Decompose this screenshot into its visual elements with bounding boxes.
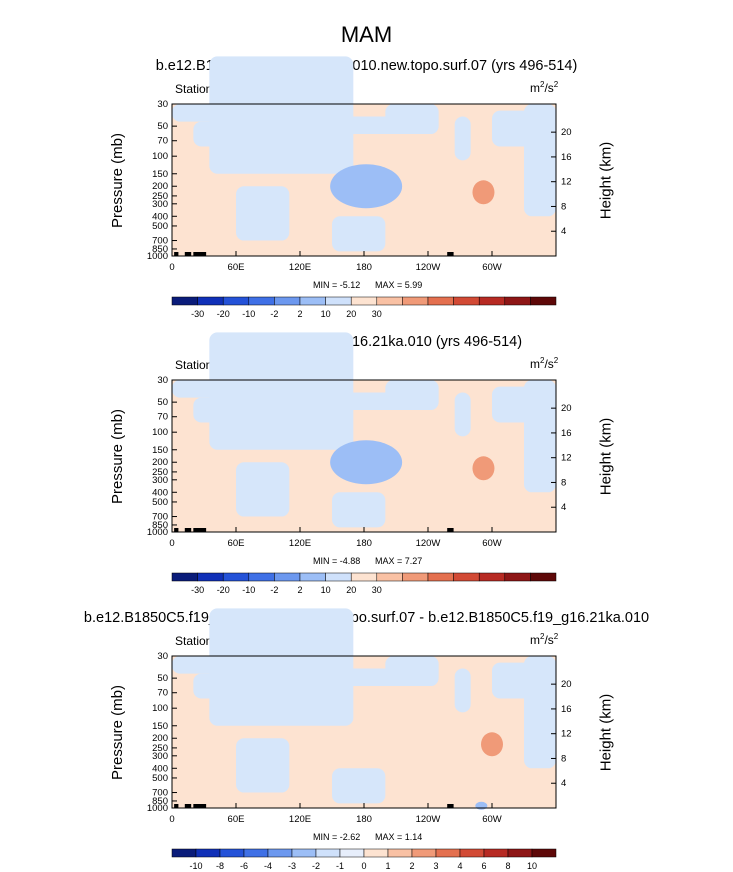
y-tick-label: 100 — [152, 703, 168, 714]
topography-mask — [184, 804, 192, 808]
y-tick-label: 1000 — [147, 803, 168, 814]
y-axis-title-right: Height (km) — [597, 693, 615, 772]
y-tick-label: 50 — [157, 673, 168, 684]
colorbar-box — [219, 848, 245, 858]
y-tick-label: 200 — [152, 733, 168, 744]
colorbar-box — [387, 848, 413, 858]
negative-shading — [193, 673, 247, 699]
colorbar-box — [315, 848, 341, 858]
y-tick-label: 150 — [152, 721, 168, 732]
negative-shading — [454, 668, 471, 713]
y-tick-label: 30 — [157, 651, 168, 662]
colorbar-box — [507, 848, 533, 858]
y-right-tick-label: 20 — [561, 679, 572, 690]
x-tick-label: 60E — [228, 814, 245, 825]
negative-shading — [492, 662, 535, 699]
colorbar-tick-label: -1 — [336, 861, 344, 871]
y-axis-title-left: Pressure (mb) — [109, 684, 127, 781]
colorbar-tick-label: 4 — [457, 861, 462, 871]
colorbar-box — [291, 848, 317, 858]
y-tick-label: 250 — [152, 743, 168, 754]
x-tick-label: 120W — [416, 814, 441, 825]
colorbar-box — [435, 848, 461, 858]
y-tick-label: 850 — [152, 796, 168, 807]
max-label: MAX = 7.27 — [375, 556, 423, 566]
colorbar-tick-label: -3 — [288, 861, 296, 871]
min-label: MIN = -2.62 — [313, 832, 361, 842]
negative-shading — [385, 656, 439, 687]
topography-mask — [174, 804, 179, 808]
colorbar-box — [339, 848, 365, 858]
colorbar-tick-label: -6 — [240, 861, 248, 871]
units-label: m2/s2 — [530, 80, 559, 95]
colorbar-tick-label: 3 — [433, 861, 438, 871]
units-label: m2/s2 — [530, 632, 559, 647]
negative-shading — [332, 768, 386, 804]
colorbar-tick-label: 0 — [361, 861, 366, 871]
y-right-tick-label: 12 — [561, 729, 572, 740]
y-tick-label: 500 — [152, 773, 168, 784]
colorbar-box — [267, 848, 293, 858]
max-label: MAX = 5.99 — [375, 280, 423, 290]
y-axis-title-right: Height (km) — [597, 417, 615, 496]
x-tick-label: 180 — [356, 814, 372, 825]
y-axis-title-left: Pressure (mb) — [109, 408, 127, 505]
x-tick-label: 60W — [482, 814, 502, 825]
x-tick-label: 0 — [169, 814, 174, 825]
min-label: MIN = -4.88 — [313, 556, 361, 566]
colorbar-tick-label: 1 — [385, 861, 390, 871]
negative-shading — [172, 656, 236, 674]
colorbar-box — [411, 848, 437, 858]
x-tick-label: 120E — [289, 814, 311, 825]
colorbar-tick-label: 8 — [505, 861, 510, 871]
y-right-tick-label: 4 — [561, 778, 566, 789]
field-label: Stationary eddy momentum — [175, 634, 322, 648]
colorbar-tick-label: -10 — [189, 861, 202, 871]
colorbar-box — [363, 848, 389, 858]
colorbar-box — [459, 848, 485, 858]
panel-title: b.e12.B1850C5.f19_g16.21ka.010.new.topo.… — [83, 610, 650, 626]
colorbar-tick-label: -8 — [216, 861, 224, 871]
colorbar-box — [483, 848, 509, 858]
y-tick-label: 400 — [152, 763, 168, 774]
topography-mask — [193, 804, 207, 808]
figure-title: MAM — [340, 22, 393, 47]
colorbar-box — [531, 848, 557, 858]
negative-shading — [524, 656, 556, 769]
y-right-tick-label: 8 — [561, 753, 566, 764]
colorbar-box — [171, 848, 197, 858]
topography-mask — [447, 804, 454, 808]
colorbar-tick-label: -2 — [312, 861, 320, 871]
y-tick-label: 700 — [152, 788, 168, 799]
colorbar-tick-label: 2 — [409, 861, 414, 871]
y-right-tick-label: 16 — [561, 704, 572, 715]
y-axis-title-left: Pressure (mb) — [109, 132, 127, 229]
max-label: MAX = 1.14 — [375, 832, 423, 842]
min-label: MIN = -5.12 — [313, 280, 361, 290]
y-axis-title-right: Height (km) — [597, 141, 615, 220]
colorbar-box — [243, 848, 269, 858]
units-label: m2/s2 — [530, 356, 559, 371]
positive-extreme — [481, 732, 503, 757]
negative-shading — [236, 738, 290, 793]
y-tick-label: 300 — [152, 751, 168, 762]
negative-shading — [321, 668, 418, 687]
colorbar-tick-label: 6 — [481, 861, 486, 871]
negative-extreme — [475, 801, 488, 810]
colorbar-tick-label: 10 — [527, 861, 537, 871]
positive-shading — [172, 656, 556, 808]
negative-shading — [273, 668, 359, 683]
plot-frame — [171, 655, 557, 809]
y-tick-label: 70 — [157, 688, 168, 699]
colorbar-box — [195, 848, 221, 858]
colorbar-tick-label: -4 — [264, 861, 272, 871]
